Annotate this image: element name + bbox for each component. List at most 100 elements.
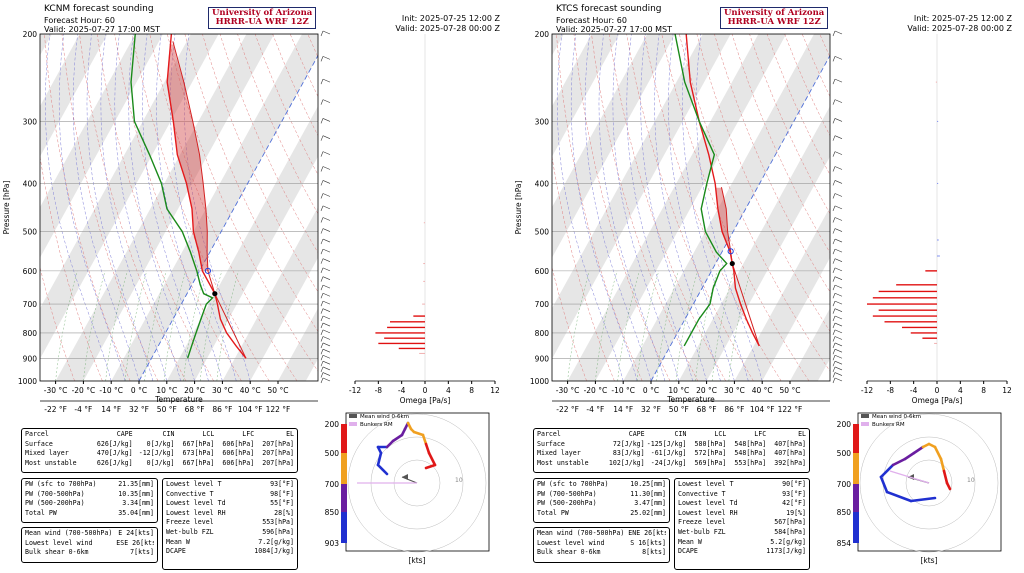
wind-barb: [320, 308, 331, 314]
dry-adiabat: [766, 34, 830, 176]
wind-barb: [320, 372, 331, 378]
temp-tick-label-f: 104 °F: [750, 405, 775, 414]
header-cell: EL: [286, 430, 295, 438]
cell: Lowest level RH: [166, 508, 226, 517]
cell: Convective T: [678, 489, 726, 498]
valid-utc: Valid: 2025-07-28 00:00 Z: [395, 24, 500, 33]
barb-flag: [832, 180, 836, 186]
legend-mean-wind: Mean wind 0-6km: [872, 414, 921, 420]
table-row: Surface 626[J/kg] 0[J/kg] 667[hPa] 606[h…: [25, 440, 294, 450]
cell: 548[hPa]: [734, 439, 767, 448]
cell: -24[J/kg]: [650, 458, 687, 467]
cell: Lowest level wind: [537, 538, 605, 547]
temp-tick-label-c: 10 °C: [668, 386, 689, 395]
cell: Convective T: [166, 489, 214, 498]
isotherm-band: [40, 34, 52, 56]
barb-flag: [832, 166, 836, 172]
barb-shaft: [834, 99, 843, 103]
wind-barb: [320, 315, 331, 322]
legend-swatch-mean-wind: [861, 414, 869, 418]
wind-barb: [320, 135, 331, 141]
freezing-isotherm: [650, 54, 830, 381]
y-axis-label: Pressure [hPa]: [2, 181, 11, 235]
cell: 5.2[g/kg]: [770, 537, 806, 546]
dry-adiabat: [61, 34, 159, 381]
table-row: Wet-bulb FZL 596[hPa]: [166, 528, 294, 538]
cell: 207[hPa]: [262, 439, 295, 448]
cell: 10.35[mm]: [118, 489, 154, 498]
wind-barb: [320, 355, 331, 361]
forecast-hour: Forecast Hour: 60: [44, 16, 115, 25]
dry-adiabat: [626, 34, 754, 381]
wind-barb: [320, 193, 331, 199]
barb-shaft: [322, 267, 331, 272]
temp-tick-label-f: 86 °F: [212, 405, 232, 414]
cell: 667[hPa]: [182, 439, 215, 448]
cell: 102[J/kg]: [608, 458, 645, 467]
x-axis-label: Temperature: [666, 395, 715, 404]
barb-flag: [832, 238, 836, 245]
table-row: Total PW 25.02[mm]: [537, 509, 666, 519]
barb-shaft: [834, 377, 843, 382]
cell: PW (sfc to 700hPa): [537, 480, 609, 488]
table-row: PW (500-200hPa) 3.34[mm]: [25, 499, 154, 509]
colorbar-label: 500: [325, 449, 340, 458]
wind-barb: [320, 258, 331, 264]
lcl-marker: [212, 291, 218, 297]
init-valid-block: Init: 2025-07-25 12:00 Z Valid: 2025-07-…: [907, 14, 1012, 34]
temp-tick-label-f: -4 °F: [586, 405, 604, 414]
header-cell: EL: [798, 430, 807, 438]
barb-shaft: [834, 193, 843, 197]
level-table: Lowest level T 93[°F] Convective T 98[°F] …: [162, 478, 298, 570]
barb-shaft: [322, 248, 331, 253]
table-row: Lowest level wind S 16[kts]: [537, 539, 666, 549]
pressure-tick-label: 500: [535, 228, 550, 237]
barb-shaft: [322, 180, 331, 184]
cell: 42[°F]: [782, 499, 806, 508]
parcel-trace: [172, 41, 247, 359]
cell: DCAPE: [678, 547, 698, 556]
level-table: Lowest level T 90[°F] Convective T 93[°F] …: [674, 478, 810, 570]
barb-flag: [832, 118, 836, 124]
cell: 606[hPa]: [222, 458, 255, 467]
barb-shaft: [834, 267, 843, 272]
isotherm-band: [623, 34, 830, 381]
parcel-trace: [720, 187, 760, 347]
cell: PW (500-200hPa): [25, 499, 85, 508]
wind-barb: [832, 248, 843, 255]
barb-flag: [832, 308, 836, 314]
cell: 93[°F]: [270, 480, 294, 488]
wind-barb: [320, 180, 331, 186]
dry-adiabat: [679, 34, 830, 372]
barb-shaft: [834, 118, 843, 122]
barb-shaft: [834, 56, 843, 60]
barb-flag: [832, 322, 836, 329]
sounding-plot-svg: 200 300 400 500 600 700 800 900 1000 Pressure [hP…: [2, 30, 500, 565]
temp-tick-label-f: 50 °F: [157, 405, 177, 414]
dry-adiabat: [114, 34, 242, 381]
barb-shaft: [834, 248, 843, 253]
barb-flag: [320, 238, 324, 245]
barb-flag: [320, 267, 324, 273]
omega-tick-label: 4: [958, 386, 963, 395]
header-cell: CAPE: [628, 430, 645, 438]
barb-flag: [832, 56, 836, 62]
barb-flag: [320, 99, 324, 105]
cell: 93[°F]: [782, 489, 806, 498]
omega-tick-label: 12: [490, 386, 500, 395]
barb-shaft: [322, 238, 331, 243]
wind-barb: [832, 205, 843, 211]
table-row: Wet-bulb FZL 584[hPa]: [678, 528, 806, 538]
cell: Lowest level Td: [166, 499, 226, 508]
barb-shaft: [322, 342, 331, 347]
cell: Lowest level RH: [678, 508, 738, 517]
wind-barb: [832, 99, 843, 105]
barb-flag: [320, 336, 324, 342]
hodograph-axis-label: [kts]: [920, 556, 937, 565]
cell: 19[%]: [786, 508, 806, 517]
barb-flag: [832, 258, 836, 264]
cell: 3.34[mm]: [122, 499, 154, 508]
barb-flag: [832, 193, 836, 199]
cell: PW (sfc to 700hPa): [25, 480, 97, 488]
wind-barb: [832, 342, 843, 349]
